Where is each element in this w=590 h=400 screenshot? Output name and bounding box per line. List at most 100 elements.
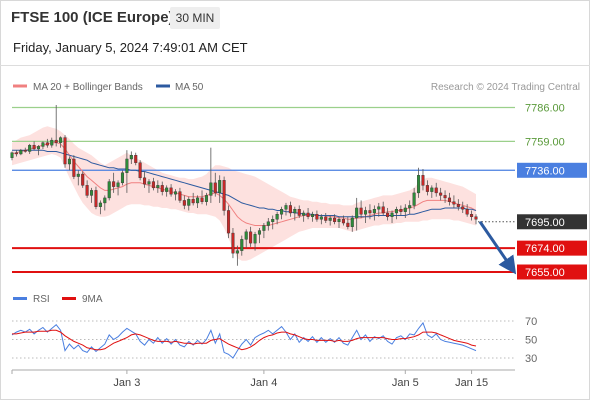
x-tick-label: Jan 3 (113, 377, 140, 389)
legend-label-rsi: RSI (33, 294, 50, 305)
candle (191, 192, 195, 206)
candle-body (191, 198, 195, 204)
candle-body (421, 175, 425, 186)
candle-body (165, 187, 169, 192)
candle (324, 212, 328, 224)
candle-body (218, 180, 222, 194)
candle (94, 186, 98, 210)
candle-body (134, 155, 138, 163)
candle-body (41, 142, 45, 147)
level-label-7674-00: 7674.00 (525, 243, 565, 255)
candle-body (417, 175, 421, 194)
candle-body (262, 225, 266, 231)
legend-label-ma50: MA 50 (175, 82, 204, 93)
candle-body (90, 190, 94, 196)
candle-body (32, 144, 36, 150)
candle-body (377, 206, 381, 210)
candle (156, 180, 160, 193)
candle (23, 147, 27, 153)
candle-body (147, 181, 151, 185)
forecast-arrow-line (478, 220, 517, 275)
legend-swatch-ma50 (156, 84, 170, 88)
candle (138, 160, 142, 181)
candle-body (408, 205, 412, 209)
candle-body (103, 197, 107, 204)
candle (253, 231, 257, 251)
level-labels: 7786.00 7759.00 7736.00 7695.00 7674.00 7655.… (517, 103, 587, 280)
candle (359, 200, 363, 219)
candle (417, 167, 421, 198)
candle (45, 138, 49, 148)
candle (337, 216, 341, 229)
candle (129, 151, 133, 165)
candle-body (306, 212, 310, 217)
candle-body (107, 181, 111, 199)
candle (403, 204, 407, 219)
candle-body (412, 192, 416, 206)
candle (394, 206, 398, 220)
candle (355, 197, 359, 231)
candle (85, 180, 89, 198)
candle-body (430, 187, 434, 192)
candle (390, 210, 394, 224)
candle-body (156, 185, 160, 189)
candle (196, 195, 200, 208)
candle (160, 181, 164, 196)
legend-swatch-rsi (13, 297, 27, 300)
candle (90, 187, 94, 203)
rsi-line (11, 321, 477, 359)
candle (430, 185, 434, 198)
candle (470, 210, 474, 221)
candle (293, 206, 297, 221)
candle-body (160, 185, 164, 192)
candle (280, 206, 284, 220)
candle (372, 205, 376, 221)
candle-body (98, 202, 102, 207)
candle (452, 195, 456, 208)
candle-body (187, 198, 191, 206)
rsi-tick-label: 50 (525, 335, 537, 347)
level-tag-7655-00 (517, 264, 587, 280)
candle (368, 204, 372, 220)
candle (346, 216, 350, 230)
support-resistance-levels (12, 106, 515, 273)
timeframe-badge[interactable]: 30 MIN (170, 7, 220, 29)
candle-body (85, 185, 89, 196)
bollinger-band-fill (12, 126, 476, 261)
candle-body (94, 190, 98, 207)
candle (147, 179, 151, 193)
candle-body (302, 212, 306, 216)
candle-body (363, 210, 368, 215)
candle-body (288, 205, 292, 214)
candle (271, 215, 275, 230)
candle (310, 211, 315, 222)
candle (125, 150, 129, 193)
candle (134, 152, 138, 166)
candle-body (399, 209, 403, 212)
candle (284, 202, 288, 216)
candle-body (386, 212, 390, 217)
candle (421, 169, 425, 191)
candle (302, 210, 306, 222)
candle (465, 204, 469, 217)
level-label-7759-00: 7759.00 (525, 136, 565, 148)
candle (218, 175, 222, 203)
candle-body (182, 200, 186, 206)
candle-body (315, 214, 319, 220)
candle-body (355, 207, 359, 219)
candle-body (443, 195, 447, 199)
candle-body (297, 209, 301, 216)
candle-body (456, 203, 460, 207)
candle-body (293, 209, 297, 214)
candle-body (447, 197, 452, 202)
level-label-7655-00: 7655.00 (525, 267, 565, 279)
candle (209, 147, 213, 203)
level-tag-7674-00 (517, 240, 587, 256)
candle-body (372, 209, 376, 214)
candle (319, 214, 323, 225)
candle (341, 215, 345, 226)
candle (363, 206, 368, 224)
legend-label-ma20: MA 20 + Bollinger Bands (33, 82, 143, 93)
candle (315, 210, 319, 222)
